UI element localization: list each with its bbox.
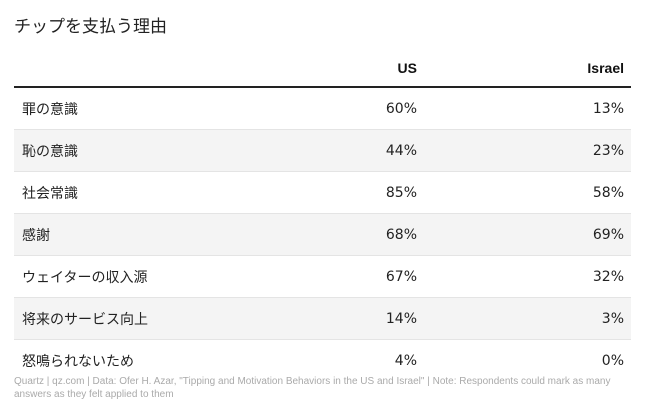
row-label: 感謝 xyxy=(14,213,217,256)
us-value: 60% xyxy=(217,87,424,130)
israel-value: 69% xyxy=(424,213,631,256)
row-header-cell xyxy=(14,50,217,88)
chart-title: チップを支払う理由 xyxy=(14,17,167,37)
row-label: ウェイターの収入源 xyxy=(14,255,217,298)
table-row: 将来のサービス向上 14% 3% xyxy=(14,297,631,340)
israel-value: 3% xyxy=(424,297,631,340)
israel-value: 0% xyxy=(601,352,624,369)
column-header-israel: Israel xyxy=(424,50,631,88)
row-label: 社会常識 xyxy=(14,171,217,214)
table-row: ウェイターの収入源 67% 32% xyxy=(14,255,631,298)
us-value: 67% xyxy=(217,255,424,298)
row-label: 怒鳴られないため xyxy=(22,353,134,370)
table-row: 社会常識 85% 58% xyxy=(14,171,631,214)
israel-value: 13% xyxy=(424,87,631,130)
table-row: 罪の意識 60% 13% xyxy=(14,87,631,130)
source-footnote: Quartz | qz.com | Data: Ofer H. Azar, "T… xyxy=(14,376,611,400)
header-row: US Israel xyxy=(14,50,631,88)
column-header-us: US xyxy=(217,50,424,88)
table-row: 怒鳴られないため 4% 0% xyxy=(14,340,631,382)
data-table: US Israel 罪の意識 60% 13% 恥の意識 44% 23% 社会常識… xyxy=(14,50,631,381)
row-label: 将来のサービス向上 xyxy=(14,297,217,340)
row-label: 恥の意識 xyxy=(14,129,217,172)
israel-value: 58% xyxy=(424,171,631,214)
israel-value: 32% xyxy=(424,255,631,298)
us-value: 85% xyxy=(217,171,424,214)
table-row: 恥の意識 44% 23% xyxy=(14,129,631,172)
table-row: 感謝 68% 69% xyxy=(14,213,631,256)
israel-value: 23% xyxy=(424,129,631,172)
us-value: 4% xyxy=(394,352,417,369)
us-value: 14% xyxy=(217,297,424,340)
row-label: 罪の意識 xyxy=(14,87,217,130)
us-value: 44% xyxy=(217,129,424,172)
us-value: 68% xyxy=(217,213,424,256)
